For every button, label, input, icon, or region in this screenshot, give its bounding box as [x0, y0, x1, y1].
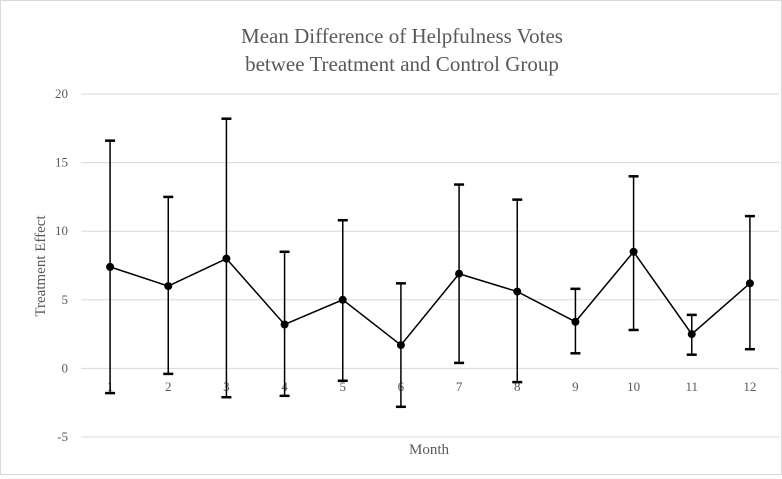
- chart-title-line-2: betwee Treatment and Control Group: [245, 52, 559, 76]
- x-tick-label: 2: [165, 379, 172, 394]
- x-tick-label: 11: [685, 379, 698, 394]
- data-points: [106, 247, 754, 350]
- data-point: [687, 330, 696, 339]
- data-point: [745, 279, 754, 288]
- series-line-group: [109, 250, 751, 347]
- data-point: [222, 254, 231, 263]
- data-point: [396, 341, 405, 350]
- series-line: [109, 250, 751, 347]
- data-point: [106, 262, 115, 271]
- x-tick-label: 8: [514, 379, 521, 394]
- y-axis-ticks: 20 15 10 5 0 -5: [55, 86, 68, 444]
- x-tick-label: 9: [572, 379, 579, 394]
- y-tick-label: 10: [55, 223, 68, 238]
- y-tick-label: 0: [62, 360, 69, 375]
- y-tick-label: 20: [55, 86, 68, 101]
- x-tick-label: 12: [743, 379, 756, 394]
- error-bars: [105, 117, 755, 409]
- data-point: [629, 247, 638, 256]
- gridlines: [81, 93, 779, 438]
- data-point: [280, 320, 289, 329]
- x-tick-label: 5: [340, 379, 347, 394]
- chart-title-line-1: Mean Difference of Helpfulness Votes: [241, 24, 563, 48]
- y-tick-label: 15: [55, 155, 68, 170]
- data-point: [164, 282, 173, 291]
- data-point: [571, 317, 580, 326]
- y-axis-label: Treatment Effect: [33, 215, 49, 317]
- y-tick-label: -5: [57, 429, 68, 444]
- x-axis-ticks: 123456789101112: [107, 379, 757, 394]
- x-tick-label: 7: [456, 379, 463, 394]
- y-tick-label: 5: [62, 292, 69, 307]
- data-point: [455, 269, 464, 278]
- data-point: [338, 295, 347, 304]
- x-tick-label: 10: [627, 379, 640, 394]
- data-point: [513, 287, 522, 296]
- x-axis-label: Month: [409, 442, 450, 458]
